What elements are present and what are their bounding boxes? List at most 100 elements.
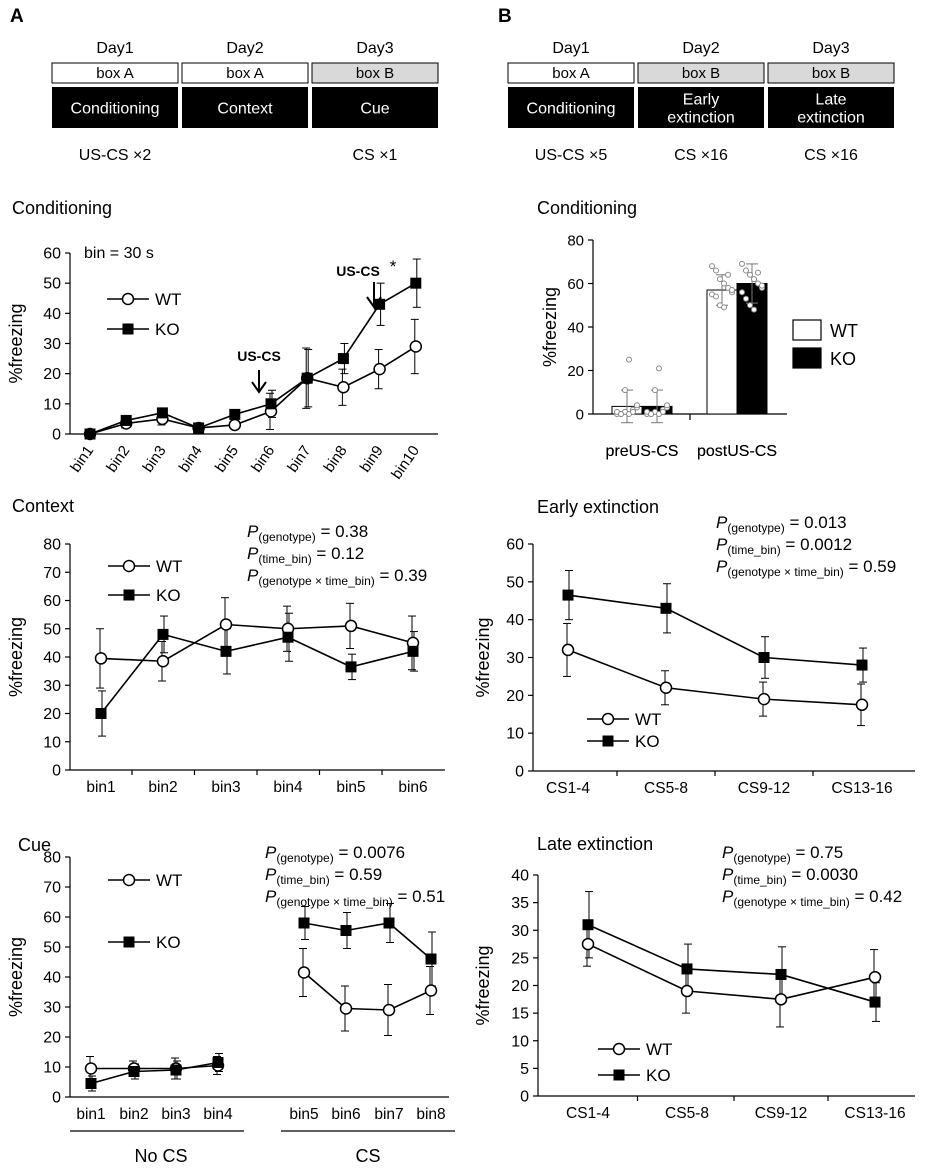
panel-letter-a: A — [10, 6, 24, 27]
a_cond-point-wt — [373, 362, 386, 376]
a_cue-point-wt — [339, 1002, 353, 1015]
b_late-stat-p: P — [722, 887, 734, 906]
b_late-x-tick-label: CS9-12 — [755, 1105, 808, 1122]
a_cue-y-tick-label: 20 — [43, 1030, 61, 1047]
a_cue-stat-p: P — [265, 865, 277, 884]
a_ctx-x-tick-label: bin6 — [398, 779, 427, 796]
b_early-stat-value: = 0.59 — [844, 557, 896, 576]
timeline-a-box-label: box A — [226, 65, 264, 82]
b-cond-data-point — [717, 276, 723, 283]
timeline-b-box-cell — [767, 62, 895, 84]
a_cond-point-wt — [337, 380, 350, 394]
b_early-stat-sub: (time_bin) — [727, 543, 780, 557]
b_late-point-ko — [869, 996, 881, 1008]
a_ctx-x-tick-label: bin2 — [148, 779, 177, 796]
b_early-legend-label: WT — [635, 710, 661, 729]
b_early-point-wt — [757, 692, 771, 706]
a_cond-point-ko — [193, 422, 205, 434]
b-cond-x-tick-label: postUS-CS — [697, 443, 777, 460]
timeline-b-box-label: box B — [682, 65, 720, 82]
b_late-stat-text: P(time_bin) = 0.0030 — [722, 865, 858, 887]
a_cue-point-ko — [383, 917, 395, 929]
b_early-series-line-ko — [567, 594, 863, 666]
a_cue-stat-sub: (genotype) — [276, 851, 333, 865]
a_cue-legend-label: WT — [156, 871, 182, 890]
a_cond-legend-label: KO — [155, 320, 180, 339]
b_early-point-wt — [561, 643, 575, 657]
b-cond-legend-label: KO — [830, 349, 856, 369]
a_cue-point-wt — [297, 966, 311, 979]
a-cond-arrow-head — [251, 381, 267, 394]
b-cond-x-tick-label: preUS-CS — [606, 443, 679, 460]
a_ctx-point-wt — [156, 654, 170, 668]
b_early-title: Early extinction — [537, 497, 659, 517]
a_cue-point-wt — [382, 1003, 396, 1017]
b-cond-data-point — [743, 295, 749, 302]
a_cond-x-tick-label: bin7 — [284, 443, 314, 476]
b_late-y-tick-label: 35 — [511, 895, 529, 912]
b_early-y-tick-label: 20 — [506, 688, 524, 705]
a_ctx-stat-p: P — [247, 566, 259, 585]
b_early-y-tick-label: 10 — [506, 726, 524, 743]
a_cue-series-line-ko — [90, 1061, 219, 1085]
b_late-legend-label: KO — [646, 1066, 671, 1085]
a_cue-legend-marker — [123, 936, 135, 948]
a_ctx-point-wt — [219, 618, 233, 631]
a_cue-point-ko — [298, 917, 310, 929]
a_ctx-stat-text: P(genotype × time_bin) = 0.39 — [247, 566, 427, 588]
b_early-legend-marker — [601, 712, 615, 726]
b_early-y-tick-label: 30 — [506, 650, 524, 667]
b_early-y-label: %freezing — [473, 617, 493, 697]
a_ctx-stat-p: P — [247, 522, 259, 541]
b-cond-data-point — [652, 387, 658, 394]
a_cue-legend-label: KO — [156, 933, 181, 952]
b_late-legend-marker — [613, 1069, 625, 1081]
b-cond-data-point — [751, 306, 757, 313]
a_ctx-point-ko — [345, 661, 357, 673]
a_cue-point-ko — [340, 925, 352, 936]
b-cond-data-point — [634, 402, 640, 409]
b_late-y-tick-label: 15 — [511, 1006, 529, 1023]
timeline-b-note: CS ×16 — [804, 147, 858, 164]
timeline-a-phase-block — [52, 87, 178, 128]
b-cond-y-tick-label: 80 — [567, 233, 584, 250]
b-cond-y-label: %freezing — [540, 287, 560, 367]
a_ctx-legend-marker — [123, 589, 135, 601]
b_early-point-wt — [855, 698, 869, 712]
b_late-stat-value: = 0.42 — [850, 887, 902, 906]
timeline-b-day-label: Day1 — [552, 40, 589, 57]
a_cond-y-tick-label: 40 — [43, 306, 61, 323]
a_ctx-stat-p: P — [247, 544, 259, 563]
a_cond-y-tick-label: 30 — [43, 336, 61, 353]
a_cue-stat-text: P(genotype × time_bin) = 0.51 — [265, 887, 445, 909]
b_late-point-ko — [582, 919, 594, 931]
a_cond-x-tick-label: bin5 — [212, 443, 242, 476]
a_cond-x-tick-label: bin10 — [388, 443, 423, 483]
b_early-x-tick-label: CS13-16 — [831, 780, 892, 797]
b_early-point-ko — [562, 589, 574, 601]
timeline-b-note: CS ×16 — [674, 147, 728, 164]
b-cond-legend-swatch — [792, 347, 822, 369]
a_cond-x-tick-label: bin3 — [139, 443, 169, 476]
timeline-a-box-cell — [311, 62, 439, 84]
b-cond-y-tick-label: 20 — [567, 363, 584, 380]
b_late-y-tick-label: 0 — [520, 1089, 529, 1106]
timeline-b-box-cell — [507, 62, 635, 84]
a_cue-x-tick-label: bin1 — [76, 1106, 105, 1123]
timeline-b-box-label: box B — [812, 65, 850, 82]
timeline-b-phase-label: extinction — [797, 110, 865, 127]
a_ctx-point-ko — [282, 631, 294, 643]
a_cue-stat-sub: (time_bin) — [276, 873, 329, 887]
a_cue-x-tick-label: bin6 — [331, 1106, 360, 1123]
a_cond-title: Conditioning — [12, 198, 112, 218]
a_cue-y-tick-label: 10 — [43, 1060, 61, 1077]
b-cond-data-point — [709, 263, 715, 270]
b_early-stat-text: P(time_bin) = 0.0012 — [716, 535, 852, 557]
a_ctx-x-tick-label: bin5 — [336, 779, 365, 796]
b-cond-data-point — [721, 280, 727, 287]
b_late-y-tick-label: 25 — [511, 950, 529, 967]
timeline-a-day-label: Day1 — [96, 40, 133, 57]
a_cond-point-ko — [337, 353, 349, 365]
b_late-y-tick-label: 40 — [511, 868, 529, 885]
a_cue-y-tick-label: 50 — [43, 940, 61, 957]
